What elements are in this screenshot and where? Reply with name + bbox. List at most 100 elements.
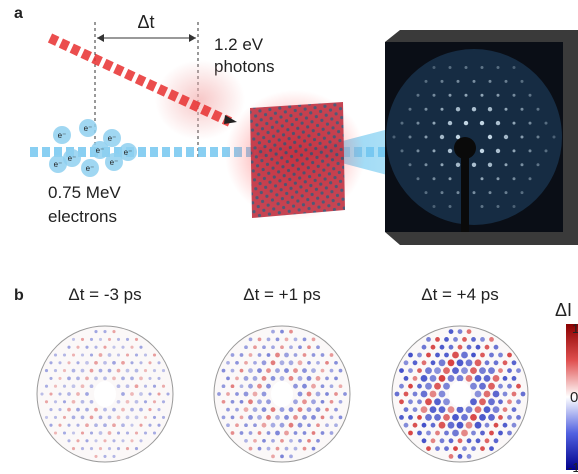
diff-spot	[467, 345, 472, 350]
diff-spot	[417, 368, 422, 373]
diff-spot	[404, 392, 409, 397]
colorbar-title: ΔI	[555, 300, 572, 320]
diff-spot	[262, 392, 267, 397]
diff-spot	[408, 415, 413, 420]
diff-spot	[289, 376, 294, 381]
spot	[433, 177, 436, 180]
diff-spot	[253, 423, 257, 427]
diff-spot	[139, 408, 143, 412]
diff-spot	[311, 399, 316, 404]
colorbar-tick: 1	[572, 321, 578, 336]
spot	[457, 80, 460, 83]
diff-spot	[85, 439, 88, 442]
diff-spot	[258, 447, 262, 451]
diff-spot	[467, 329, 472, 334]
diff-spot	[503, 407, 508, 412]
diff-spot	[226, 361, 230, 365]
diff-spot	[507, 399, 512, 404]
diff-spot	[267, 338, 271, 342]
diff-spot	[494, 360, 499, 365]
diff-spot	[466, 406, 473, 413]
beam-hole	[271, 381, 293, 407]
diff-spot	[280, 423, 285, 428]
diff-spot	[257, 399, 262, 404]
spot	[481, 205, 484, 208]
diff-spot	[49, 408, 52, 411]
diff-spot	[334, 361, 338, 365]
spot	[497, 205, 500, 208]
spot	[488, 135, 492, 139]
diff-spot	[311, 384, 316, 389]
diff-spot	[235, 423, 239, 427]
spot	[465, 66, 468, 69]
diff-spot	[512, 407, 517, 412]
diff-spot	[484, 406, 491, 413]
diff-spot	[266, 368, 271, 373]
spot	[489, 80, 492, 83]
diff-spot	[258, 338, 262, 342]
diff-spot	[271, 423, 276, 428]
diff-spot	[516, 384, 521, 389]
diff-spot	[408, 353, 413, 358]
diff-spot	[222, 369, 226, 373]
diff-spot	[425, 367, 432, 374]
diff-spot	[485, 360, 490, 365]
diff-spot	[452, 414, 459, 421]
spot	[425, 191, 428, 194]
diff-spot	[512, 423, 517, 428]
diff-spot	[443, 383, 450, 390]
diff-spot	[249, 338, 253, 342]
diff-spot	[76, 361, 79, 364]
diff-spot	[126, 384, 130, 388]
diff-spot	[240, 431, 244, 435]
diff-spot	[430, 406, 437, 413]
diff-spot	[81, 338, 84, 341]
diff-spot	[130, 392, 134, 396]
diff-spot	[280, 360, 285, 365]
diff-spot	[267, 353, 271, 357]
diff-spot	[431, 360, 436, 365]
diff-spot	[45, 369, 48, 372]
diff-spot	[422, 438, 427, 443]
spot	[496, 149, 500, 153]
diff-spot	[108, 353, 112, 357]
diff-spot	[422, 360, 427, 365]
diff-spot	[334, 377, 338, 381]
diff-spot	[307, 439, 311, 443]
diff-spot	[58, 392, 61, 395]
diff-spot	[144, 385, 147, 388]
diff-spot	[417, 399, 422, 404]
diff-spot	[90, 400, 94, 404]
diff-spot	[421, 391, 428, 398]
diff-spot	[99, 431, 103, 435]
diff-spot	[144, 431, 147, 434]
diff-spot	[493, 391, 500, 398]
diff-spot	[417, 431, 422, 436]
diff-spot	[253, 361, 257, 365]
diff-spot	[494, 423, 499, 428]
diff-spot	[404, 423, 409, 428]
diff-spot	[330, 369, 334, 373]
diff-spot	[280, 330, 284, 334]
diff-spot	[108, 431, 112, 435]
diff-spot	[117, 369, 121, 373]
diff-spot	[413, 423, 418, 428]
diff-spot	[321, 353, 325, 357]
diff-spot	[330, 384, 334, 388]
diff-spot	[321, 431, 325, 435]
diff-spot	[271, 360, 276, 365]
diff-spot	[231, 384, 235, 388]
spot	[481, 66, 484, 69]
spot	[537, 163, 540, 166]
diff-spot	[439, 359, 446, 366]
diff-spot	[148, 408, 151, 411]
diff-spot	[289, 407, 294, 412]
diff-spot	[262, 360, 267, 365]
diff-spot	[321, 384, 325, 388]
diff-spot	[144, 400, 147, 403]
diff-spot	[425, 398, 432, 405]
diff-spot	[244, 361, 248, 365]
spot	[441, 108, 444, 111]
diff-spot	[81, 416, 85, 420]
diff-spot	[339, 369, 343, 373]
